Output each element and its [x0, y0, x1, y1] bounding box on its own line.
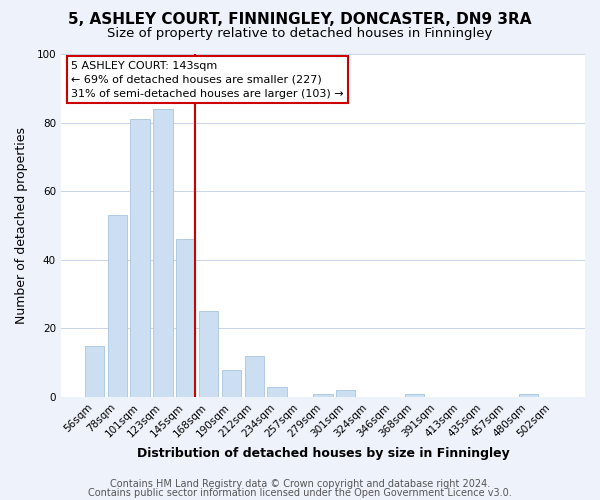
Bar [404, 394, 424, 397]
Bar [336, 390, 355, 397]
Bar [222, 370, 241, 397]
Bar [199, 311, 218, 397]
Bar [313, 394, 332, 397]
X-axis label: Distribution of detached houses by size in Finningley: Distribution of detached houses by size … [137, 447, 509, 460]
Bar [268, 386, 287, 397]
Text: 5, ASHLEY COURT, FINNINGLEY, DONCASTER, DN9 3RA: 5, ASHLEY COURT, FINNINGLEY, DONCASTER, … [68, 12, 532, 28]
Text: Contains public sector information licensed under the Open Government Licence v3: Contains public sector information licen… [88, 488, 512, 498]
Bar [245, 356, 264, 397]
Bar [107, 215, 127, 397]
Y-axis label: Number of detached properties: Number of detached properties [15, 127, 28, 324]
Bar [153, 109, 173, 397]
Text: 5 ASHLEY COURT: 143sqm
← 69% of detached houses are smaller (227)
31% of semi-de: 5 ASHLEY COURT: 143sqm ← 69% of detached… [71, 61, 344, 99]
Bar [85, 346, 104, 397]
Text: Size of property relative to detached houses in Finningley: Size of property relative to detached ho… [107, 28, 493, 40]
Bar [130, 119, 150, 397]
Text: Contains HM Land Registry data © Crown copyright and database right 2024.: Contains HM Land Registry data © Crown c… [110, 479, 490, 489]
Bar [176, 239, 196, 397]
Bar [519, 394, 538, 397]
